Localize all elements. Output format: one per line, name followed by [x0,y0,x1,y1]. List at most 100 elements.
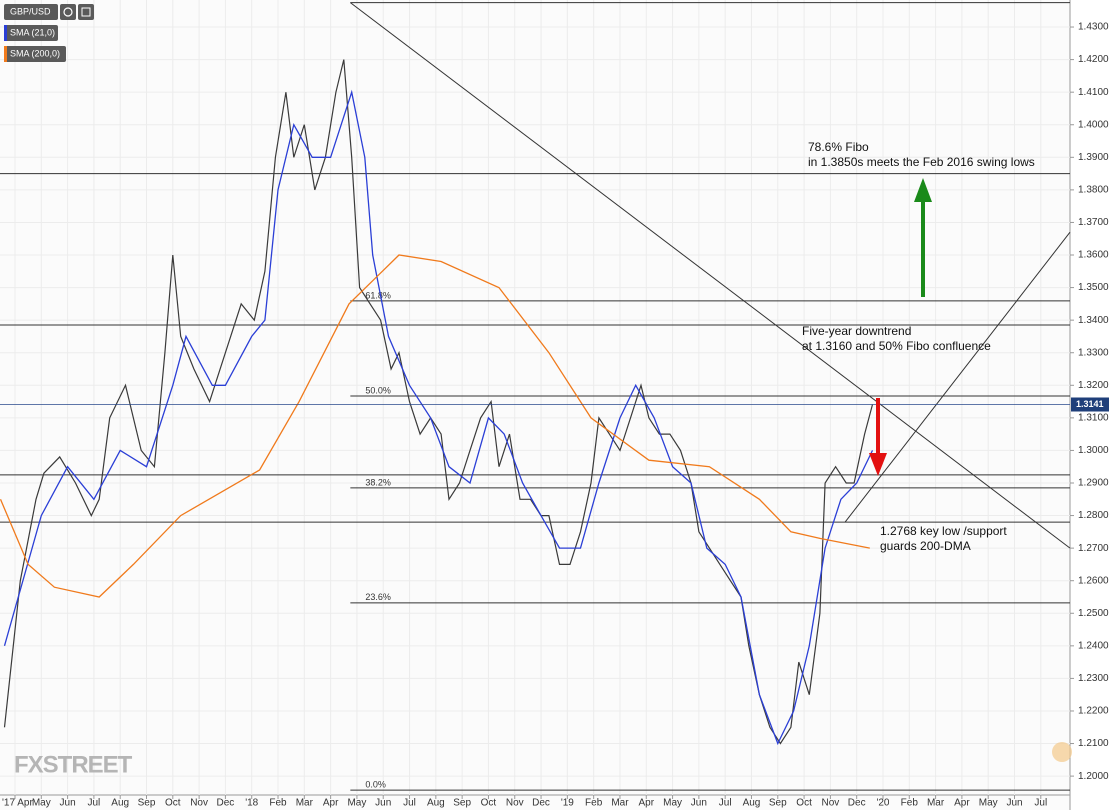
x-tick-label: Aug [427,798,445,809]
y-tick-label: 1.3000 [1078,445,1109,456]
x-tick-label: Aug [111,798,129,809]
annotation: 78.6% Fibo [808,140,869,154]
x-tick-label: Oct [481,798,497,809]
y-tick-label: 1.3200 [1078,380,1109,391]
refresh-button[interactable] [60,4,76,20]
y-tick-label: 1.2100 [1078,738,1109,749]
y-tick-label: 1.3800 [1078,185,1109,196]
x-tick-label: May [347,798,366,809]
fib-label: 0.0% [365,779,386,789]
legend-label: GBP/USD [10,6,51,16]
y-tick-label: 1.2000 [1078,771,1109,782]
legend-box[interactable] [4,25,58,41]
legend-label: SMA (200,0) [10,48,60,58]
y-tick-label: 1.3300 [1078,347,1109,358]
x-tick-label: Jun [691,798,707,809]
series-line [0,254,870,598]
x-tick-label: Aug [743,798,761,809]
refresh-icon [63,7,73,17]
fib-label: 50.0% [365,385,391,395]
y-tick-label: 1.3100 [1078,412,1109,423]
annotation: 1.2768 key low /support [880,524,1007,538]
x-tick-label: Sep [138,798,156,809]
x-tick-label: Feb [901,798,919,809]
corner-logo [1052,742,1072,762]
y-tick-label: 1.2700 [1078,543,1109,554]
y-tick-label: 1.3500 [1078,282,1109,293]
y-tick-label: 1.2900 [1078,478,1109,489]
x-tick-label: Mar [296,798,314,809]
trendline [844,231,1071,523]
y-tick-label: 1.2200 [1078,706,1109,717]
x-tick-label: Mar [611,798,629,809]
annotation: in 1.3850s meets the Feb 2016 swing lows [808,155,1035,169]
x-tick-label: Nov [821,798,839,809]
x-tick-label: Jul [403,798,416,809]
x-tick-label: May [979,798,998,809]
y-tick-label: 1.2500 [1078,608,1109,619]
y-tick-label: 1.3900 [1078,152,1109,163]
trendline [350,2,1071,549]
y-tick-label: 1.2400 [1078,640,1109,651]
y-tick-label: 1.3400 [1078,315,1109,326]
annotation: Five-year downtrend [802,324,911,338]
y-tick-label: 1.4100 [1078,87,1109,98]
x-tick-label: Apr [323,798,339,809]
x-tick-label: Sep [453,798,471,809]
x-tick-label: '20 [876,798,889,809]
y-tick-label: 1.2600 [1078,575,1109,586]
y-tick-label: 1.2800 [1078,510,1109,521]
y-tick-label: 1.3600 [1078,250,1109,261]
x-tick-label: Sep [769,798,787,809]
legend-box[interactable] [4,4,58,20]
x-tick-label: Jun [60,798,76,809]
down-arrow-head [869,453,887,476]
overlay [869,178,932,476]
x-tick-label: Jul [719,798,732,809]
legend-box[interactable] [4,46,66,62]
series-line [3,89,874,746]
x-tick-label: Dec [848,798,866,809]
last-price-label: 1.3141 [1076,399,1104,409]
x-tick-label: Apr [638,798,654,809]
x-tick-label: Oct [165,798,181,809]
x-tick-label: '19 [561,798,574,809]
fib-label: 38.2% [365,477,391,487]
x-tick-label: Nov [506,798,524,809]
up-arrow-head [914,178,932,202]
x-tick-label: May [32,798,51,809]
x-tick-label: Feb [585,798,603,809]
annotation: at 1.3160 and 50% Fibo confluence [802,339,991,353]
grid [0,0,1070,795]
x-tick-label: Mar [927,798,945,809]
x-tick-label: '17 Apr [2,798,33,809]
x-tick-label: Jun [1006,798,1022,809]
y-tick-label: 1.4200 [1078,54,1109,65]
settings-button[interactable] [78,4,94,20]
x-tick-label: Oct [796,798,812,809]
x-tick-label: Jul [1034,798,1047,809]
legend-swatch [4,25,7,41]
annotation: guards 200-DMA [880,539,971,553]
y-tick-label: 1.4300 [1078,22,1109,33]
x-tick-label: Nov [190,798,208,809]
fib-label: 61.8% [365,290,391,300]
x-tick-label: Jul [88,798,101,809]
x-tick-label: Dec [217,798,235,809]
x-tick-label: '18 [245,798,258,809]
y-tick-label: 1.3700 [1078,217,1109,228]
settings-icon [81,7,91,17]
legend-swatch [4,46,7,62]
x-tick-label: Apr [954,798,970,809]
legend-label: SMA (21,0) [10,27,55,37]
y-tick-label: 1.4000 [1078,119,1109,130]
y-tick-label: 1.2300 [1078,673,1109,684]
x-tick-label: Dec [532,798,550,809]
x-tick-label: May [663,798,682,809]
x-tick-label: Jun [375,798,391,809]
last-price-tag [1071,397,1109,412]
watermark: FXSTREET [14,751,133,778]
